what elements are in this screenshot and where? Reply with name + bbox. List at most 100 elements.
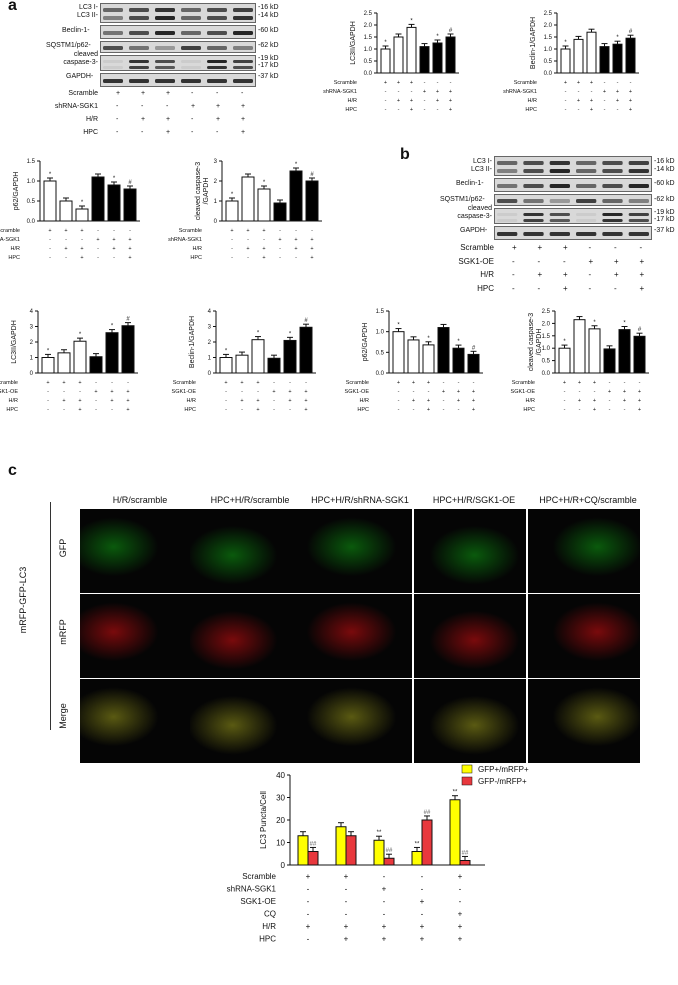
condition-sign: + [256,398,259,404]
blot-band [207,8,227,12]
condition-sign: + [112,246,115,252]
blot-band [549,169,570,173]
condition-sign: - [241,90,244,97]
bar [558,347,571,374]
condition-sign: - [458,380,460,386]
condition-sign: - [49,237,51,243]
blot-band [155,16,175,20]
condition-sign: + [614,270,619,279]
condition-sign: - [565,89,567,95]
condition-sign: - [279,228,281,234]
blot-b-row-label-gapdh: GAPDH- [460,227,488,234]
blot-band [129,79,149,83]
blot-band [181,8,201,12]
condition-sign: + [639,283,645,293]
blot-band [549,184,570,188]
condition-sign: - [537,256,541,266]
significance-mark: # [629,29,633,35]
condition-sign: - [231,237,233,243]
condition-sign: + [382,885,387,894]
condition-sign: + [240,398,243,404]
condition-sign: - [127,380,129,386]
condition-sign: + [457,389,460,395]
blot-band [549,161,570,165]
blot-band [628,219,649,222]
significance-mark: * [427,336,430,342]
condition-sign: + [639,270,645,279]
condition-sign: + [420,922,425,931]
condition-sign: - [437,107,439,113]
condition-label: SGK1-OE [458,256,494,266]
significance-mark: ## [424,810,431,816]
condition-sign: - [116,103,119,110]
bar [452,347,465,374]
condition-label: HPC [259,935,276,944]
blot-band [155,66,175,69]
blot-band [602,232,623,236]
condition-sign: - [65,255,67,261]
bar [392,331,405,374]
condition-label: SGK1-OE [172,389,197,395]
bar [59,200,73,222]
bar [599,46,610,74]
condition-sign: - [413,389,415,395]
significance-mark: * [616,35,619,41]
condition-label: Scramble [242,872,276,881]
legend-label: GFP-/mRFP+ [478,777,527,786]
condition-sign: + [128,246,131,252]
blot-band [181,60,201,63]
condition-sign: - [424,80,426,86]
condition-sign: - [225,398,227,404]
y-axis-label: cleaved caspase-3 [528,313,535,371]
condition-sign: - [385,107,387,113]
western-blot-a: LC3 I- LC3 II- Beclin-1- SQSTM1/p62- clea… [0,0,290,136]
condition-sign: + [458,872,463,881]
condition-label: H/R [262,922,276,931]
chart-a-p62: 0.0 0.5 1.0 1.5 p62/GAPDH * * * # Scramble + + + - - - s… [0,159,140,261]
condition-sign: + [112,237,115,243]
condition-sign: + [458,922,463,931]
condition-sign: - [428,389,430,395]
micrograph-image [190,594,302,678]
blot-band [576,232,597,236]
bar [43,180,57,222]
bar [241,176,255,222]
blot-band [628,161,649,165]
y-tick-label: 2.5 [544,11,553,17]
condition-label: Scramble [334,80,357,86]
chart-b-p62: 0.0 0.5 1.0 1.5 p62/GAPDH * * * # Scramble + + + - - - S… [345,309,483,413]
condition-label: H/R [11,246,21,252]
condition-sign: - [63,389,65,395]
condition-sign: - [588,243,592,252]
blot-band [103,60,123,63]
condition-sign: + [191,103,196,110]
micrograph-image [300,594,412,678]
significance-mark: # [310,172,314,178]
condition-sign: + [110,398,113,404]
condition-sign: - [295,255,297,261]
bar [107,184,121,222]
condition-sign: + [629,89,632,95]
condition-sign: + [629,107,632,113]
condition-sign: + [427,398,430,404]
blot-band [497,232,518,236]
condition-sign: - [473,380,475,386]
blot-band [129,16,149,20]
y-axis-label: p62/GAPDH [362,323,369,362]
condition-sign: + [436,89,439,95]
blot-band [602,169,623,173]
blot-band [103,8,123,12]
condition-label: HPC [525,107,537,113]
condition-label: Scramble [460,243,494,252]
condition-label: SGK1-OE [511,389,536,395]
condition-sign: + [410,107,413,113]
blot-band [181,31,201,35]
condition-sign: + [241,103,246,110]
condition-sign: + [412,380,415,386]
condition-sign: + [262,228,265,234]
condition-sign: + [397,380,400,386]
condition-label: shRNA-SGK1 [323,89,357,95]
condition-sign: + [110,389,113,395]
condition-label: H/R [85,116,98,123]
condition-sign: + [537,270,543,279]
